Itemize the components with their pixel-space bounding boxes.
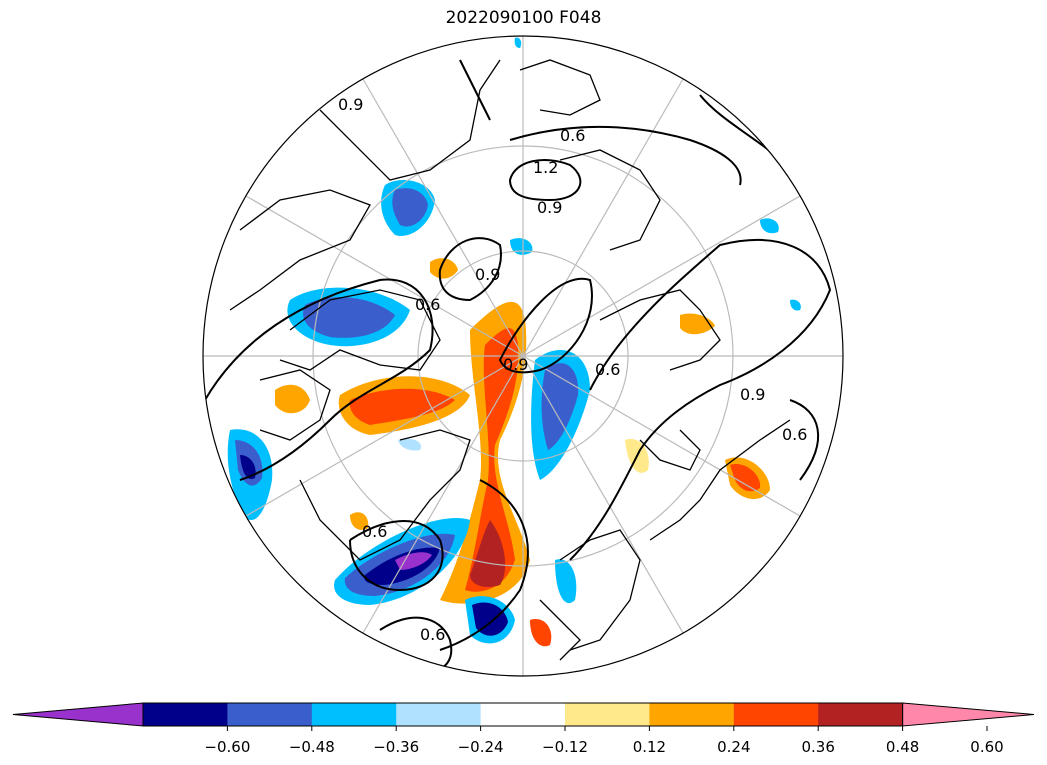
colorbar-extend-min: [12, 702, 144, 727]
contour-label: 0.6: [560, 126, 585, 145]
colorbar-tick-label: −0.60: [204, 738, 250, 756]
contour-label: 1.2: [533, 158, 558, 177]
map-boundary: [202, 35, 844, 677]
colorbar-segment: [733, 703, 819, 726]
coastlines: [229, 59, 791, 661]
colorbar-tick-label: −0.12: [542, 738, 588, 756]
colorbar-tick-label: 0.24: [717, 738, 750, 756]
colorbar-segment: [396, 703, 482, 726]
map-title: 2022090100 F048: [445, 8, 602, 28]
contour-label: 0.6: [595, 360, 620, 379]
contour-label: 0.6: [415, 295, 440, 314]
colorbar-segment: [565, 703, 650, 726]
colorbar-segment: [143, 703, 228, 726]
contour-label: 0.6: [782, 425, 807, 444]
colorbar-tick-label: −0.48: [289, 738, 335, 756]
contour-label: 0.9: [740, 385, 765, 404]
colorbar-segment: [818, 703, 904, 726]
contour-label: 0.9: [475, 265, 500, 284]
colorbar-tick-label: 0.48: [886, 738, 919, 756]
contour-label-layer: 0.6 1.2 0.9 0.9 0.6 0.9 0.6 0.6 0.9 0.6 …: [338, 95, 807, 644]
contour-label: 0.9: [338, 95, 363, 114]
map-field: 0.6 1.2 0.9 0.9 0.6 0.9 0.6 0.6 0.9 0.6 …: [203, 36, 843, 676]
colorbar-tick-label: −0.24: [458, 738, 504, 756]
contour-lines: [204, 59, 832, 673]
colorbar-tick-label: −0.36: [373, 738, 419, 756]
colorbar-segment: [311, 703, 397, 726]
colorbar-segment: [480, 703, 566, 726]
colorbar-segment: [227, 703, 313, 726]
colorbar-tick-label: 0.12: [633, 738, 666, 756]
contour-label: 0.9: [537, 198, 562, 217]
colorbar-extend-max: [902, 702, 1035, 727]
colorbar-segment: [649, 703, 735, 726]
contour-label: 0.6: [420, 625, 445, 644]
colorbar: −0.60 −0.48 −0.36 −0.24 −0.12 0.12 0.24 0.36 0.4…: [12, 702, 1035, 756]
colorbar-tick-label: 0.36: [801, 738, 834, 756]
contour-label: 0.9: [503, 355, 528, 374]
graticule: [203, 36, 843, 676]
colorbar-tick-label: 0.60: [970, 738, 1003, 756]
contour-label: 0.6: [362, 522, 387, 541]
colorbar-frame: [142, 702, 904, 727]
